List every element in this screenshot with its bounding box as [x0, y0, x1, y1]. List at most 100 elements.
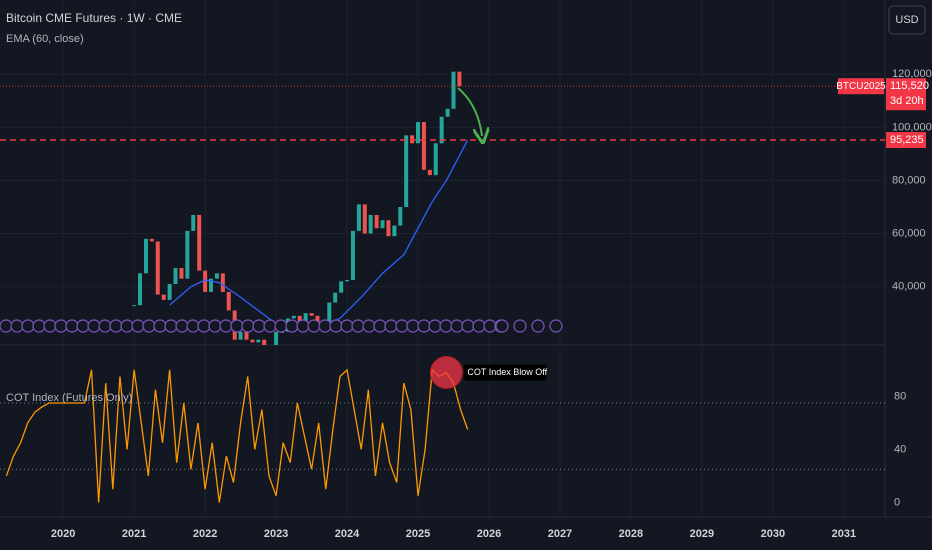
candle [143, 238, 148, 274]
event-marker [87, 319, 101, 333]
indicator-legend: EMA (60, close) [6, 33, 84, 45]
cot-line [5, 368, 469, 503]
candle [315, 315, 320, 324]
candle [398, 207, 403, 226]
candle [404, 135, 409, 207]
candle [208, 278, 213, 292]
event-marker [0, 319, 13, 333]
x-tick-label: 2022 [193, 528, 217, 540]
y-tick-label: 80 [894, 390, 906, 402]
candle [392, 225, 397, 237]
event-marker [395, 319, 409, 333]
price-tag-label: 115,520 [890, 80, 929, 92]
candle [185, 230, 190, 279]
event-marker [241, 319, 255, 333]
event-marker [417, 319, 431, 333]
candle [191, 214, 196, 231]
event-marker [340, 319, 354, 333]
candle [439, 116, 444, 144]
event-marker [164, 319, 178, 333]
candle [451, 71, 456, 109]
x-tick-label: 2021 [122, 528, 146, 540]
cot-pane [0, 346, 885, 517]
overlay-layer: 40,000 60,000 80,000 100,000 120,000 2020 2021… [51, 68, 932, 540]
y-tick-label: 100,000 [892, 121, 932, 133]
candle [416, 122, 421, 144]
event-marker [219, 319, 233, 333]
candle [350, 230, 355, 280]
candle [149, 238, 154, 242]
candle [167, 283, 172, 300]
candle [327, 302, 332, 322]
event-marker [142, 319, 156, 333]
candle [214, 273, 219, 279]
symbol-tag [838, 78, 884, 95]
event-marker [285, 319, 299, 333]
candle [238, 331, 243, 340]
event-marker [252, 319, 266, 333]
x-tick-label: 2027 [548, 528, 572, 540]
candle [362, 204, 367, 234]
arrow-annotation [457, 87, 482, 136]
currency-button[interactable] [888, 5, 926, 35]
candle [345, 279, 350, 282]
cot-title: COT Index (Futures Only) [6, 392, 132, 404]
annotation-text: COT Index Blow Off [467, 367, 547, 377]
y-tick-label: 40 [894, 443, 906, 455]
candle [421, 122, 426, 170]
event-marker [373, 319, 387, 333]
x-tick-label: 2031 [832, 528, 856, 540]
event-marker [296, 319, 310, 333]
candle [274, 331, 279, 345]
candle [262, 339, 267, 345]
event-marker [109, 319, 123, 333]
candle [291, 315, 296, 319]
candle [457, 71, 462, 87]
price-pane [0, 0, 885, 345]
event-marker [43, 319, 57, 333]
y-tick-label: 40,000 [892, 281, 926, 293]
candle [197, 214, 202, 271]
countdown-label: 3d 20h [890, 95, 924, 107]
candle [226, 291, 231, 311]
event-marker [175, 319, 189, 333]
event-marker [76, 319, 90, 333]
y-tick-label: 80,000 [892, 174, 926, 186]
candle [203, 270, 208, 292]
event-marker [131, 319, 145, 333]
candle [333, 292, 338, 303]
candle [339, 281, 344, 293]
candle [250, 339, 255, 343]
y-tick-label: 0 [894, 496, 900, 508]
candle [173, 268, 178, 284]
event-marker [263, 319, 277, 333]
candle [138, 273, 143, 306]
event-marker [461, 319, 475, 333]
currency-label[interactable]: USD [895, 14, 918, 26]
event-marker [307, 319, 321, 333]
candle [161, 294, 166, 300]
x-tick-label: 2030 [761, 528, 785, 540]
event-marker [549, 319, 563, 333]
event-marker [428, 319, 442, 333]
symbol-title: Bitcoin CME Futures · 1W · CME [6, 11, 182, 25]
candle [244, 331, 249, 340]
candle [132, 305, 137, 307]
candle [297, 315, 302, 322]
y-tick-label: 60,000 [892, 227, 926, 239]
event-marker [98, 319, 112, 333]
event-marker [495, 319, 509, 333]
candle [380, 220, 385, 229]
candle [386, 220, 391, 237]
event-marker [10, 319, 24, 333]
event-marker [531, 319, 545, 333]
event-marker [208, 319, 222, 333]
candle [256, 339, 261, 343]
event-marker [406, 319, 420, 333]
x-tick-label: 2020 [51, 528, 75, 540]
y-tick-label: 120,000 [892, 68, 932, 80]
candle [220, 273, 225, 292]
event-marker [186, 319, 200, 333]
